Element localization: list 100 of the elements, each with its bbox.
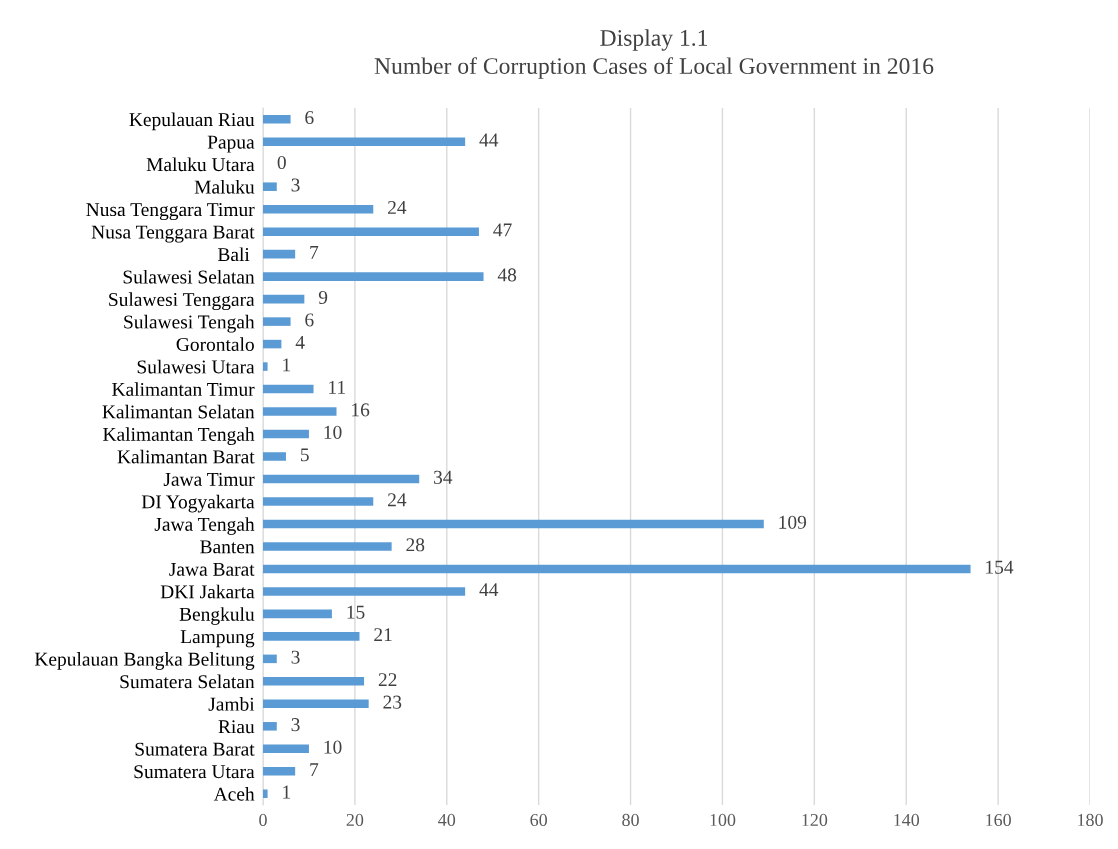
bar [263,722,277,731]
data-label: 23 [383,695,402,709]
y-tick-label: Jawa Tengah [154,517,255,535]
bar [263,204,374,214]
data-label: 6 [305,111,314,125]
bar [263,677,365,686]
y-tick-label: Jawa Timur [163,472,255,486]
x-tick-label: 100 [710,813,736,827]
data-label: 4 [295,335,305,349]
bar [263,407,337,416]
bar [263,542,392,551]
bar [263,744,309,754]
bar [263,497,374,506]
y-tick-label: Maluku [194,179,255,194]
y-tick-label: Jambi [208,697,255,711]
data-label: 21 [374,628,392,642]
chart-subtitle: Number of Corruption Cases of Local Government in 2016 [374,57,934,79]
y-tick-label: Kalimantan Timur [112,382,255,396]
data-label: 28 [406,538,425,552]
bar [263,767,296,776]
data-label: 10 [324,425,342,439]
data-label: 1 [283,785,291,799]
bar [263,789,268,799]
y-tick-label: DKI Jakarta [160,584,255,599]
data-label: 24 [388,493,407,507]
bar [263,317,291,326]
x-tick-label: 180 [1078,813,1103,827]
y-tick-label: Sumatera Selatan [120,674,255,689]
y-tick-label: Kepulauan Riau [129,112,255,131]
y-tick-label: Bali [217,247,250,262]
chart-title: Display 1.1 [600,29,708,51]
bar [263,384,314,394]
data-label: 6 [305,313,314,327]
data-label: 10 [324,740,342,754]
bar [263,654,277,664]
bar [263,227,479,236]
y-tick-label: Kepulauan Bangka Belitung [34,652,255,670]
bar [263,519,764,529]
data-label: 48 [497,268,517,282]
y-tick-label: Sulawesi Utara [137,359,255,374]
y-tick-label: Bengkulu [179,607,255,625]
y-tick-label: DI Yogyakarta [141,494,255,513]
bar [263,137,466,146]
bar [263,339,282,349]
data-label: 44 [479,583,499,597]
y-tick-label: Kalimantan Tengah [103,427,255,445]
x-tick-label: 60 [530,813,548,827]
bar [263,429,309,439]
bar [263,362,268,371]
y-tick-label: Kalimantan Barat [117,449,255,464]
y-tick-label: Sulawesi Selatan [123,269,255,284]
y-tick-label: Maluku Utara [146,157,255,172]
bar [263,564,971,574]
x-tick-label: 160 [986,813,1011,827]
y-tick-label: Sumatera Utara [134,765,255,779]
data-label: 34 [434,470,453,484]
data-label: 5 [300,448,309,462]
bar [263,294,305,304]
data-label: 3 [291,650,300,664]
bar [263,474,420,484]
data-label: 15 [347,605,365,619]
x-tick-label: 20 [346,813,364,827]
bar [263,632,360,641]
x-tick-label: 0 [259,813,267,827]
bar [263,609,332,619]
data-label: 9 [318,290,328,304]
y-tick-label: Sumatera Barat [135,742,255,756]
bar [263,452,286,461]
data-label: 0 [277,155,286,170]
data-label: 47 [493,223,512,237]
x-tick-label: 120 [802,813,828,827]
x-tick-label: 140 [894,813,920,827]
data-label: 109 [779,515,807,529]
y-tick-label: Papua [207,135,255,153]
data-label: 154 [986,560,1014,574]
data-label: 3 [291,718,300,732]
y-tick-label: Gorontalo [176,337,254,352]
y-tick-label: Sulawesi Tenggara [109,292,255,311]
data-label: 16 [352,403,370,417]
data-label: 3 [291,178,300,192]
bar [263,249,296,259]
y-tick-label: Sulawesi Tengah [124,314,255,333]
bar [263,699,369,709]
y-tick-label: Aceh [213,787,255,801]
bar [263,587,466,596]
x-tick-label: 80 [622,813,639,827]
bar [263,272,484,281]
data-label: 7 [310,246,319,259]
y-tick-label: Banten [200,540,255,554]
data-label: 11 [329,380,345,394]
y-tick-label: Kalimantan Selatan [102,404,255,419]
y-tick-label: Nusa Tenggara Timur [86,203,255,221]
y-tick-label: Nusa Tenggara Barat [91,225,255,243]
bar [263,182,277,191]
data-label: 7 [310,763,319,776]
y-tick-label: Riau [218,720,255,734]
data-label: 1 [283,358,291,372]
bar [263,114,291,124]
y-tick-label: Lampung [180,630,255,648]
y-tick-label: Jawa Barat [169,562,255,576]
